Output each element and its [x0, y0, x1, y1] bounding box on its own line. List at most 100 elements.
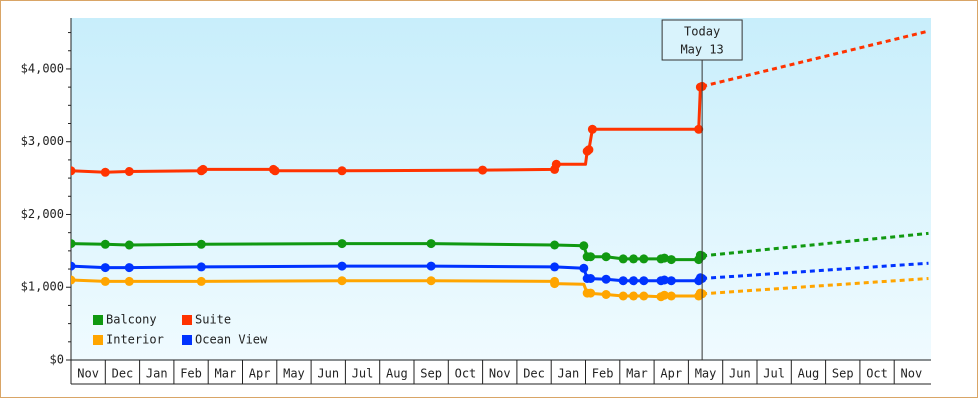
series-point [337, 276, 347, 286]
x-month-label: Jun [317, 367, 339, 381]
series-point [426, 276, 436, 286]
x-month-label: Apr [249, 367, 271, 381]
x-axis: Nov Dec Jan Feb Mar Apr May Jun Jul Aug Sep Oct Nov D… [70, 359, 931, 385]
series-point [659, 253, 669, 263]
series-point [124, 240, 134, 250]
series-point [100, 263, 110, 273]
series-point [659, 275, 669, 285]
x-month-label: Jul [352, 367, 374, 381]
series-projection [701, 261, 929, 280]
x-month-label: Oct [455, 367, 477, 381]
x-month-label: May [695, 367, 717, 381]
x-month-label: Oct [866, 367, 888, 381]
x-month-label: Aug [386, 367, 408, 381]
series-point [478, 165, 488, 175]
series-point [666, 276, 676, 286]
y-tick-label: $1,000 [21, 280, 64, 294]
series-point [337, 239, 347, 249]
series-projection [701, 231, 929, 258]
x-month-label: Dec [112, 367, 134, 381]
series-point [694, 124, 704, 134]
series-point [100, 167, 110, 177]
series-point [666, 255, 676, 265]
series-suite [71, 29, 929, 177]
x-month-label: Apr [660, 367, 682, 381]
series-point [337, 166, 347, 176]
plot-background [71, 18, 931, 361]
series-interior [71, 275, 929, 302]
series-point [124, 276, 134, 286]
series-point [426, 239, 436, 249]
series-point [639, 254, 649, 264]
series-line [71, 85, 703, 174]
series-point [71, 166, 76, 176]
series-point [629, 291, 638, 301]
x-month-label: Nov [901, 367, 923, 381]
series-point [71, 275, 76, 285]
series-point [618, 254, 628, 264]
legend-label: Balcony [106, 313, 157, 327]
series-point [71, 261, 76, 271]
series-point [587, 124, 597, 134]
series-point [551, 159, 561, 169]
series-point [196, 276, 206, 286]
series-point [629, 276, 638, 286]
series-point [579, 241, 589, 251]
series-point [426, 261, 436, 271]
series-point [639, 291, 649, 301]
y-tick-label: $4,000 [21, 61, 64, 75]
series-point [100, 239, 110, 249]
x-month-label: Aug [798, 367, 820, 381]
x-month-label: Sep [420, 367, 442, 381]
series-projection [701, 277, 929, 296]
x-month-label: May [283, 367, 305, 381]
series-balcony [71, 231, 929, 265]
x-month-label: Dec [523, 367, 545, 381]
legend-swatch [93, 315, 103, 325]
x-month-label: Feb [180, 367, 202, 381]
y-tick-label: $3,000 [21, 134, 64, 148]
y-axis: $0 $1,000 $2,000 $3,000 $4,000 [21, 18, 72, 367]
series-projection [701, 29, 929, 88]
legend-label: Suite [195, 313, 231, 327]
series-point [196, 239, 206, 249]
today-box [661, 19, 743, 61]
series-point [550, 262, 560, 272]
x-month-label: Jul [763, 367, 785, 381]
x-month-label: Nov [77, 367, 99, 381]
legend-swatch [182, 335, 192, 345]
series-point [666, 291, 676, 301]
series-point [124, 167, 134, 176]
legend: Balcony Suite Interior Ocean View [93, 313, 268, 347]
x-month-label: Jan [146, 367, 168, 381]
legend-swatch [182, 315, 192, 325]
x-month-label: Mar [215, 367, 237, 381]
x-month-label: Jan [558, 367, 580, 381]
y-tick-label: $2,000 [21, 207, 64, 221]
today-marker: Today May 13 [661, 19, 743, 360]
series-point [71, 239, 76, 249]
x-month-label: Jun [729, 367, 751, 381]
series-point [618, 276, 628, 286]
series-point [579, 263, 589, 273]
series-point [659, 290, 669, 300]
series-point [124, 263, 134, 273]
series-point [601, 252, 611, 262]
series-point [550, 279, 560, 289]
series-point [198, 164, 208, 174]
series-point [586, 288, 596, 298]
x-month-label: Sep [832, 367, 854, 381]
series-point [270, 166, 280, 176]
today-label: Today [684, 25, 720, 39]
series-point [584, 145, 594, 155]
x-month-label: Nov [489, 367, 511, 381]
legend-swatch [93, 335, 103, 345]
series-point [601, 274, 611, 284]
series-point [639, 276, 649, 286]
series-ocean-view [71, 261, 929, 286]
series-point [601, 290, 611, 299]
series-layer [71, 29, 929, 302]
series-point [196, 262, 206, 272]
series-point [586, 274, 596, 283]
